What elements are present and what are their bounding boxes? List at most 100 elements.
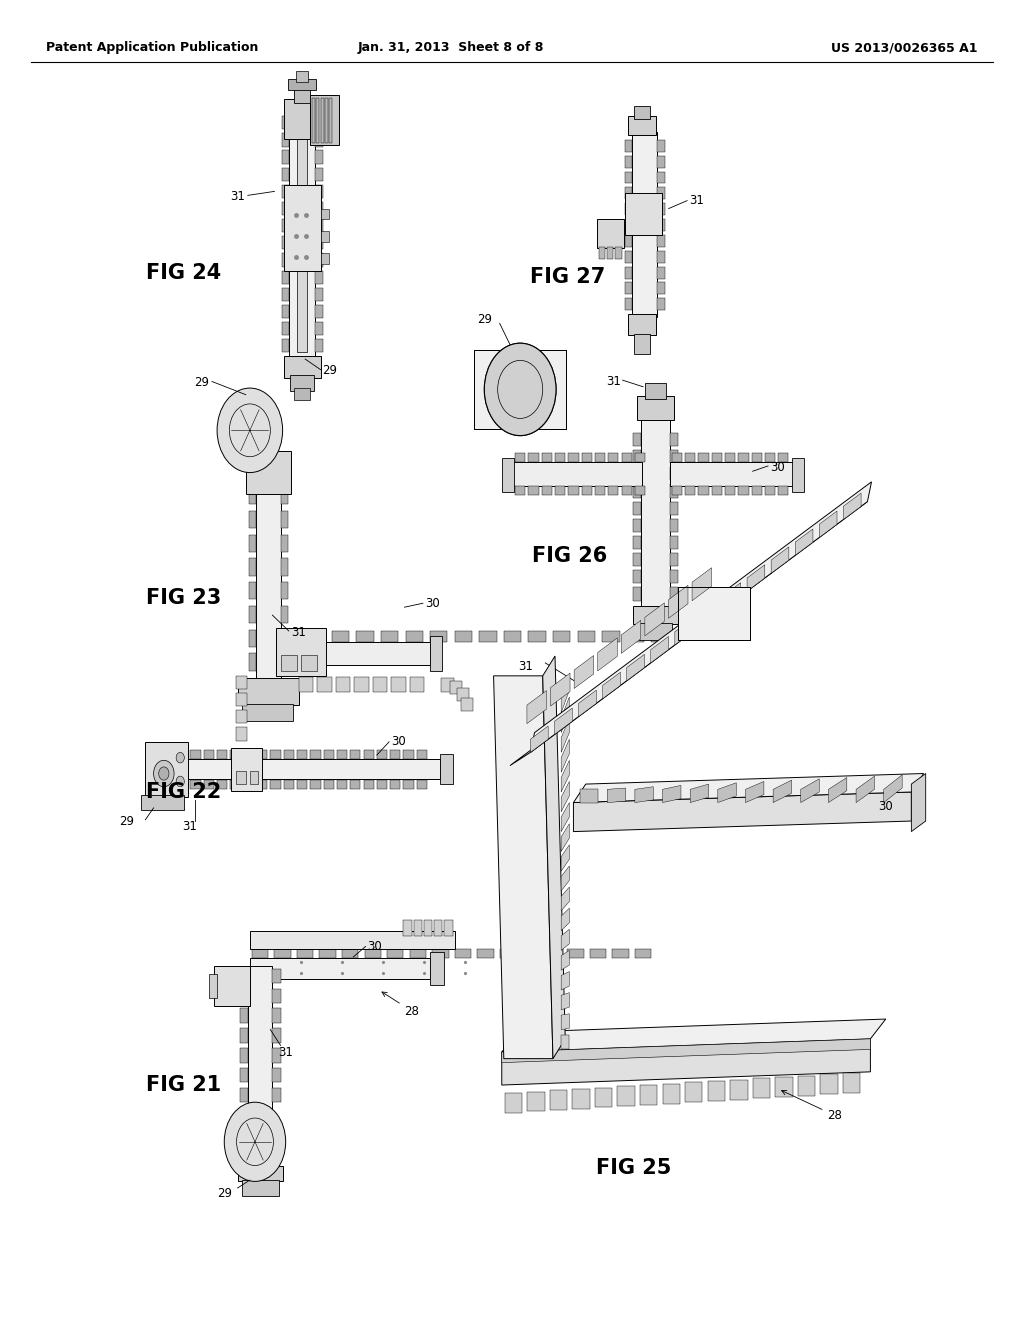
Bar <box>432 949 449 958</box>
Bar <box>190 780 201 789</box>
Bar <box>670 462 793 486</box>
Polygon shape <box>561 929 569 950</box>
Bar <box>336 677 350 692</box>
Bar <box>249 558 256 576</box>
Bar <box>752 486 762 495</box>
Bar <box>365 949 381 958</box>
Bar <box>450 681 462 694</box>
Text: 30: 30 <box>391 735 406 748</box>
Polygon shape <box>820 1074 838 1094</box>
Bar <box>301 655 317 671</box>
Polygon shape <box>745 781 764 803</box>
Bar <box>283 631 300 642</box>
Polygon shape <box>617 1086 635 1106</box>
Bar <box>236 771 246 784</box>
Bar <box>553 631 570 642</box>
Bar <box>248 966 272 1109</box>
Text: Patent Application Publication: Patent Application Publication <box>46 41 258 54</box>
Polygon shape <box>527 1092 545 1111</box>
Bar <box>515 486 525 495</box>
Bar <box>657 172 665 183</box>
Bar <box>657 251 665 263</box>
Bar <box>612 949 629 958</box>
Polygon shape <box>561 1035 569 1049</box>
Bar <box>504 631 521 642</box>
Bar <box>625 156 632 168</box>
Bar <box>209 974 217 998</box>
Bar <box>403 920 412 936</box>
Bar <box>250 931 455 949</box>
Bar <box>632 132 657 317</box>
Bar <box>337 750 347 759</box>
Bar <box>230 750 241 759</box>
Bar <box>288 79 316 90</box>
Bar <box>364 750 374 759</box>
Bar <box>315 271 323 284</box>
Bar <box>633 484 641 498</box>
Bar <box>595 453 605 462</box>
Bar <box>633 606 678 624</box>
Polygon shape <box>561 739 569 772</box>
Bar <box>315 150 323 164</box>
Bar <box>633 433 641 446</box>
Bar <box>670 433 678 446</box>
Bar <box>381 631 398 642</box>
Bar <box>284 185 321 271</box>
Text: 30: 30 <box>770 461 784 474</box>
Text: 29: 29 <box>195 376 210 389</box>
Bar <box>282 219 289 232</box>
Bar <box>324 750 334 759</box>
Polygon shape <box>699 601 717 627</box>
Bar <box>430 636 442 671</box>
Bar <box>595 486 605 495</box>
Bar <box>725 486 735 495</box>
Bar <box>637 396 674 420</box>
Polygon shape <box>603 672 621 698</box>
Bar <box>542 486 552 495</box>
Bar <box>602 631 620 642</box>
Bar <box>670 519 678 532</box>
Text: FIG 27: FIG 27 <box>530 267 605 288</box>
Bar <box>625 187 632 199</box>
Bar <box>240 1068 248 1082</box>
Bar <box>190 750 201 759</box>
Bar <box>356 631 374 642</box>
Bar <box>364 780 374 789</box>
Bar <box>281 655 297 671</box>
Bar <box>240 1088 248 1102</box>
Text: 30: 30 <box>879 800 893 813</box>
Bar <box>141 795 184 810</box>
Bar <box>204 750 214 759</box>
Bar <box>240 989 248 1003</box>
Polygon shape <box>494 676 553 1059</box>
Bar <box>250 771 258 784</box>
Bar <box>299 677 313 692</box>
Bar <box>778 486 788 495</box>
Bar <box>657 203 665 215</box>
Polygon shape <box>561 760 569 792</box>
Bar <box>417 750 427 759</box>
Bar <box>244 780 254 789</box>
Circle shape <box>154 760 174 787</box>
Polygon shape <box>579 690 596 717</box>
Bar <box>441 678 454 692</box>
Polygon shape <box>651 636 669 663</box>
Bar <box>522 949 539 958</box>
Bar <box>282 305 289 318</box>
Bar <box>284 750 294 759</box>
Bar <box>332 631 349 642</box>
Polygon shape <box>635 787 653 803</box>
Bar <box>315 202 323 215</box>
Bar <box>249 535 256 552</box>
Polygon shape <box>801 779 819 803</box>
Circle shape <box>217 388 283 473</box>
Bar <box>634 334 650 354</box>
Text: 31: 31 <box>182 820 197 833</box>
Polygon shape <box>502 1019 886 1052</box>
Bar <box>430 631 447 642</box>
Bar <box>282 116 289 129</box>
Bar <box>337 780 347 789</box>
Bar <box>204 780 214 789</box>
Bar <box>257 780 267 789</box>
Circle shape <box>224 1102 286 1181</box>
